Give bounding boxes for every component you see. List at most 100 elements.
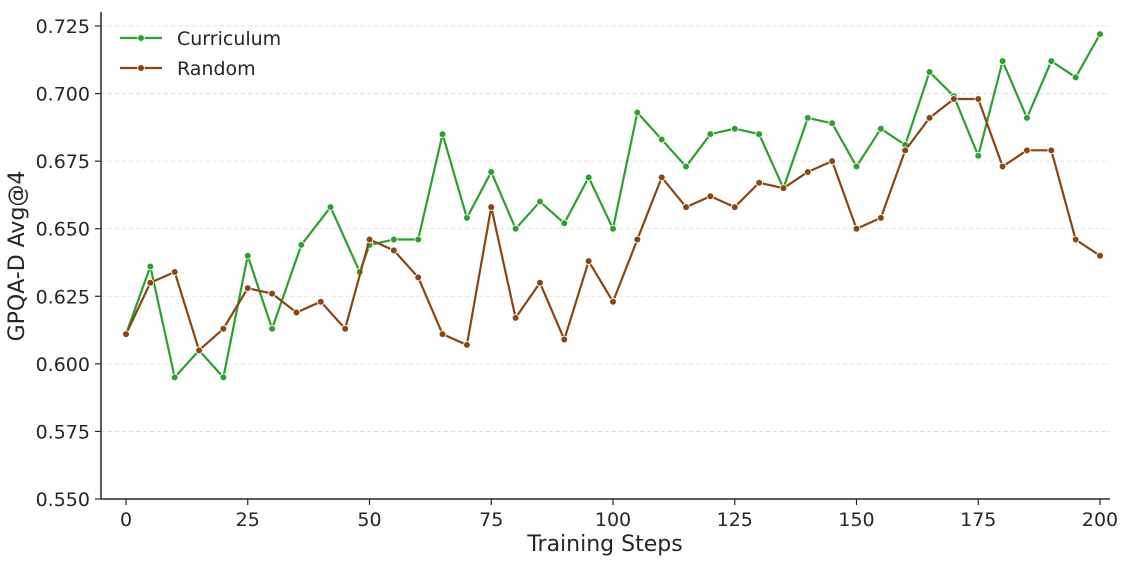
data-point-random [219,324,228,333]
y-axis-label: GPQA-D Avg@4 [5,171,30,342]
data-point-random [706,192,715,201]
x-tick-label: 50 [357,509,381,531]
data-point-curriculum [1047,57,1056,65]
data-point-curriculum [706,130,715,138]
data-point-random [730,203,739,211]
data-point-curriculum [609,224,617,233]
data-point-curriculum [146,262,155,271]
x-axis-label: Training Steps [526,532,682,557]
data-point-random [901,146,909,155]
data-point-random [341,324,349,333]
x-ticks: 0 25 50 75 100 125 150 175 200 [120,499,1118,531]
y-tick-label: 0.600 [36,354,90,376]
data-point-curriculum [487,168,496,176]
data-point-random [511,314,520,322]
data-point-random [974,95,983,103]
data-point-curriculum [219,373,228,382]
data-point-curriculum [828,119,836,128]
data-point-random [1047,146,1056,155]
x-tick-label: 100 [595,509,631,531]
data-point-random [633,235,642,244]
data-point-curriculum [1071,73,1080,82]
data-point-random [146,278,155,287]
data-point-curriculum [414,235,423,244]
x-tick-label: 0 [120,509,132,531]
data-point-random [463,341,471,349]
data-point-curriculum [511,224,520,233]
data-point-random [390,246,398,255]
legend-marker [137,64,145,72]
legend-item-random: Random [120,58,256,80]
series-random [122,95,1104,355]
data-point-curriculum [877,124,885,133]
data-point-random [1071,235,1080,244]
data-point-curriculum [755,130,763,138]
data-point-curriculum [297,241,306,249]
data-point-curriculum [925,68,934,76]
data-point-random [195,346,203,355]
data-point-random [560,335,569,344]
data-point-curriculum [657,135,666,144]
data-point-random [682,203,690,211]
data-point-random [657,173,666,182]
series-curriculum [122,30,1104,382]
y-tick-label: 0.725 [36,16,90,38]
data-point-curriculum [390,235,398,244]
x-tick-label: 175 [960,509,996,531]
data-point-curriculum [633,108,642,117]
legend: Curriculum Random [120,28,281,80]
data-point-random [170,268,179,276]
data-point-curriculum [803,114,812,122]
axes [100,12,1110,500]
data-point-curriculum [682,162,690,171]
data-point-random [998,162,1007,171]
data-point-curriculum [730,124,739,133]
data-point-curriculum [584,173,593,182]
data-point-curriculum [243,251,252,260]
legend-label: Random [177,58,256,80]
data-point-random [828,157,836,165]
data-point-curriculum [1023,114,1031,122]
data-point-curriculum [268,324,276,333]
data-point-curriculum [560,219,569,228]
data-point-random [438,330,447,338]
y-ticks: 0.550 0.575 0.600 0.625 0.650 0.675 0.700 0.725 [36,16,101,511]
data-point-random [268,289,276,298]
y-tick-label: 0.625 [36,286,90,308]
data-point-random [779,184,788,192]
data-point-random [925,114,934,122]
data-point-random [852,224,861,233]
data-point-random [122,330,130,338]
legend-label: Curriculum [177,28,281,50]
data-point-curriculum [998,57,1007,65]
data-point-curriculum [1096,30,1104,38]
data-point-random [536,278,544,287]
data-point-random [1096,251,1104,260]
data-point-curriculum [463,214,471,222]
data-point-random [584,257,593,265]
data-point-random [292,308,301,317]
x-tick-label: 25 [236,509,260,531]
y-tick-label: 0.675 [36,151,90,173]
series [122,30,1104,382]
x-tick-label: 125 [717,509,753,531]
data-point-random [243,284,252,292]
data-point-random [609,297,617,306]
x-tick-label: 200 [1082,509,1118,531]
y-tick-label: 0.650 [36,219,90,241]
data-point-curriculum [326,203,335,211]
data-point-curriculum [536,197,544,206]
legend-marker [137,34,145,42]
data-point-random [487,203,496,211]
data-point-random [803,168,812,176]
data-point-curriculum [438,130,447,138]
grid-lines [101,25,1110,432]
data-point-curriculum [170,373,179,382]
y-tick-label: 0.550 [36,489,90,511]
data-point-curriculum [974,151,983,160]
data-point-curriculum [852,162,861,171]
data-point-random [755,178,763,187]
data-point-random [414,273,423,282]
data-point-random [316,297,325,306]
